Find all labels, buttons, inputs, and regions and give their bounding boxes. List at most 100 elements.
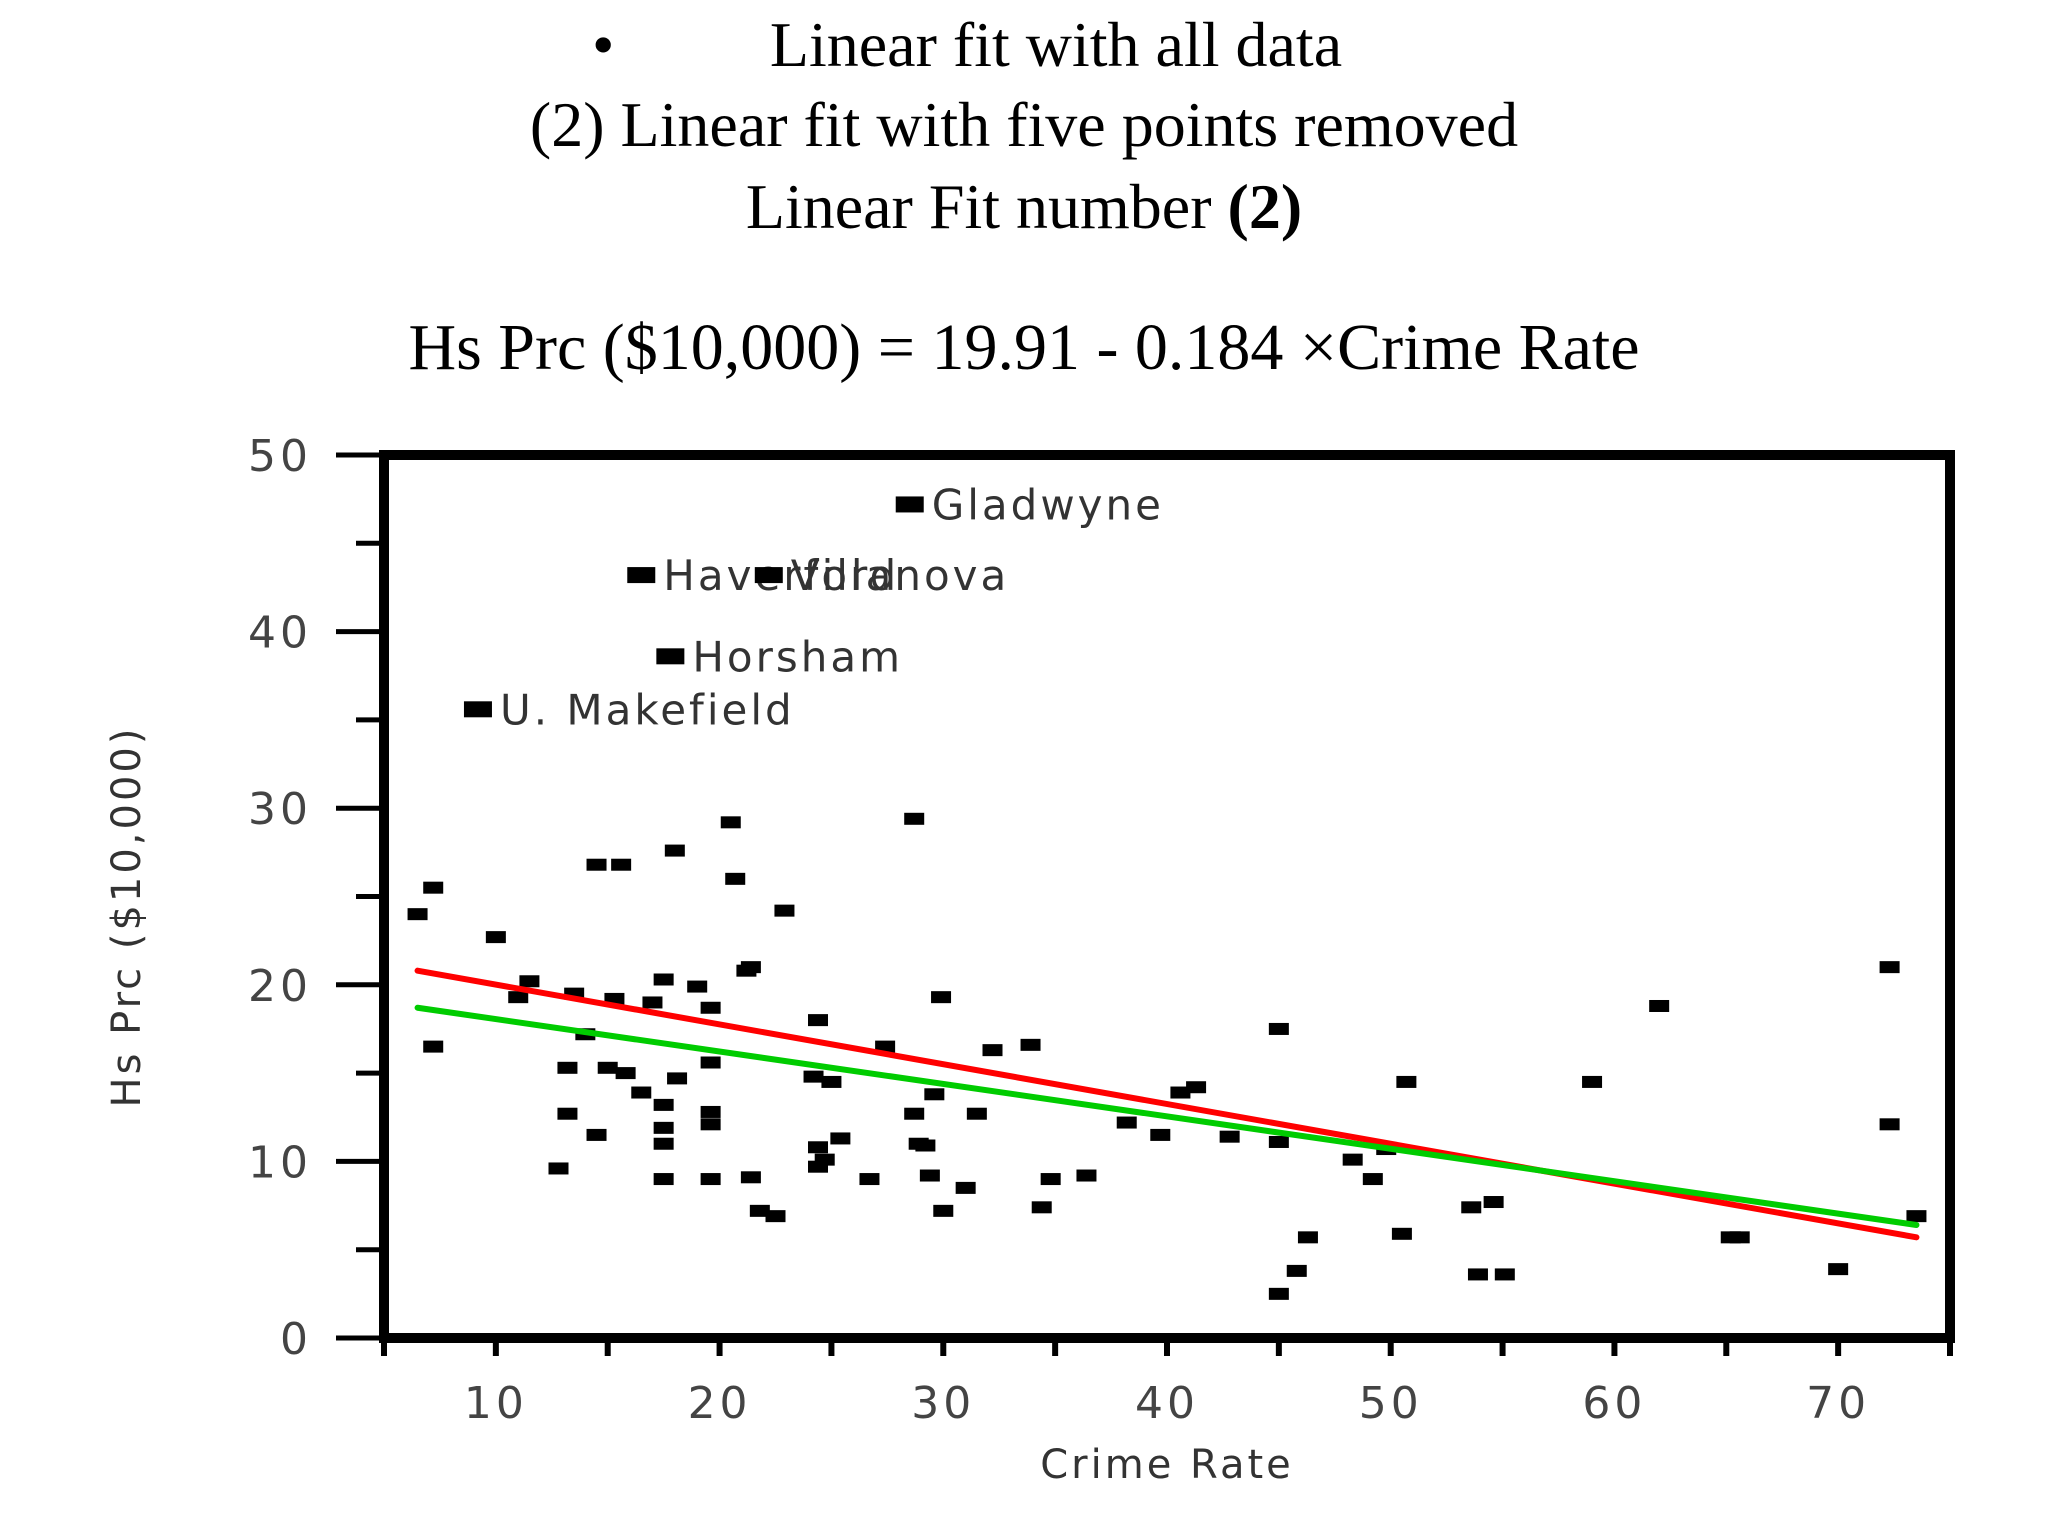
- data-point: [700, 1001, 721, 1014]
- header-line-2: (2) Linear fit with five points removed: [529, 89, 1519, 160]
- data-point: [1268, 1135, 1289, 1148]
- data-point: [1268, 1287, 1289, 1300]
- plot-frame: [379, 450, 1955, 1343]
- data-point: [1268, 1022, 1289, 1035]
- data-point: [1076, 1169, 1097, 1182]
- labeled-point: [627, 567, 656, 584]
- x-tick-label: 20: [688, 1378, 752, 1429]
- data-point: [1186, 1081, 1207, 1094]
- labeled-point: [895, 496, 924, 513]
- data-point: [740, 1171, 761, 1184]
- data-point: [653, 1121, 674, 1134]
- y-tick-label: 40: [248, 608, 312, 659]
- data-point: [664, 844, 685, 857]
- data-point: [700, 1173, 721, 1186]
- plot-border: [379, 450, 1955, 1343]
- data-point: [485, 931, 506, 944]
- data-point: [814, 1153, 835, 1166]
- data-point: [1297, 1231, 1318, 1244]
- data-point: [904, 812, 925, 825]
- data-point: [904, 1107, 925, 1120]
- data-point: [700, 1118, 721, 1131]
- header-line-1: Linear fit with all data: [0, 8, 2048, 82]
- x-tick-label: 50: [1359, 1378, 1423, 1429]
- data-point: [653, 1137, 674, 1150]
- data-point: [1649, 999, 1670, 1012]
- labeled-point: [463, 701, 492, 718]
- x-tick-label: 30: [911, 1378, 975, 1429]
- data-point: [1170, 1086, 1191, 1099]
- data-point: [700, 1105, 721, 1118]
- data-point: [1286, 1264, 1307, 1277]
- data-point: [611, 858, 632, 871]
- data-point: [982, 1044, 1003, 1057]
- y-tick-label: 20: [248, 961, 312, 1012]
- header-line-3-bold: (2): [1227, 171, 1303, 242]
- data-point: [915, 1139, 936, 1152]
- fit-lines: [414, 967, 1920, 1241]
- fit-line: [414, 967, 1920, 1241]
- data-point: [1879, 961, 1900, 974]
- data-point: [1828, 1263, 1849, 1276]
- data-point: [1729, 1231, 1750, 1244]
- data-point: [631, 1086, 652, 1099]
- data-point: [653, 1173, 674, 1186]
- labeled-point: [754, 567, 783, 584]
- data-point: [653, 1098, 674, 1111]
- x-tick-label: 10: [464, 1378, 528, 1429]
- data-point: [875, 1040, 896, 1053]
- fit-equation: Hs Prc ($10,000) = 19.91 - 0.184 ×Crime …: [408, 311, 1640, 384]
- y-tick-label: 0: [280, 1314, 312, 1365]
- header-line-1-text: Linear fit with all data: [769, 9, 1343, 80]
- data-point: [1582, 1075, 1603, 1088]
- data-point: [653, 973, 674, 986]
- data-point: [687, 980, 708, 993]
- data-point: [423, 881, 444, 894]
- data-point: [597, 1061, 618, 1074]
- data-point: [700, 1056, 721, 1069]
- bullet-marker: •: [592, 9, 615, 80]
- data-point: [765, 1210, 786, 1223]
- data-point: [586, 858, 607, 871]
- data-point: [1906, 1210, 1927, 1223]
- labeled-points: GladwyneHaverfordVillanovaHorshamU. Make…: [463, 480, 1164, 734]
- data-point: [749, 1204, 770, 1217]
- data-point: [774, 904, 795, 917]
- data-point: [548, 1162, 569, 1175]
- data-point: [1362, 1173, 1383, 1186]
- data-point: [642, 996, 663, 1009]
- point-label: U. Makefield: [500, 685, 795, 734]
- fit-line: [414, 1004, 1920, 1228]
- data-point: [1396, 1075, 1417, 1088]
- data-point: [933, 1204, 954, 1217]
- x-tick-label: 40: [1135, 1378, 1199, 1429]
- x-axis-title: Crime Rate: [1040, 1442, 1294, 1488]
- data-point: [1219, 1130, 1240, 1143]
- y-tick-label: 10: [248, 1137, 312, 1188]
- data-point: [615, 1067, 636, 1080]
- x-tick-label: 70: [1806, 1378, 1870, 1429]
- data-point: [557, 1061, 578, 1074]
- data-point: [557, 1107, 578, 1120]
- axis-ticks: 0 10 20 30 40 50 10 20 30 40 50 60 70: [248, 431, 1953, 1429]
- data-point: [808, 1141, 829, 1154]
- data-point: [1342, 1153, 1363, 1166]
- data-point: [1150, 1128, 1171, 1141]
- data-point: [955, 1181, 976, 1194]
- y-axis-title: Hs Prc ($10,000): [104, 726, 150, 1108]
- header-line-3: Linear Fit number (2): [0, 170, 2048, 244]
- y-tick-label: 50: [248, 431, 312, 482]
- data-point: [1020, 1038, 1041, 1051]
- labeled-point: [656, 648, 685, 665]
- data-point: [508, 991, 529, 1004]
- data-point: [1391, 1227, 1412, 1240]
- data-point: [725, 872, 746, 885]
- data-point: [830, 1132, 851, 1145]
- data-point: [423, 1040, 444, 1053]
- data-point: [919, 1169, 940, 1182]
- point-label: Horsham: [692, 632, 903, 681]
- data-point: [1116, 1116, 1137, 1129]
- data-point: [667, 1072, 688, 1085]
- point-label: Gladwyne: [932, 480, 1164, 529]
